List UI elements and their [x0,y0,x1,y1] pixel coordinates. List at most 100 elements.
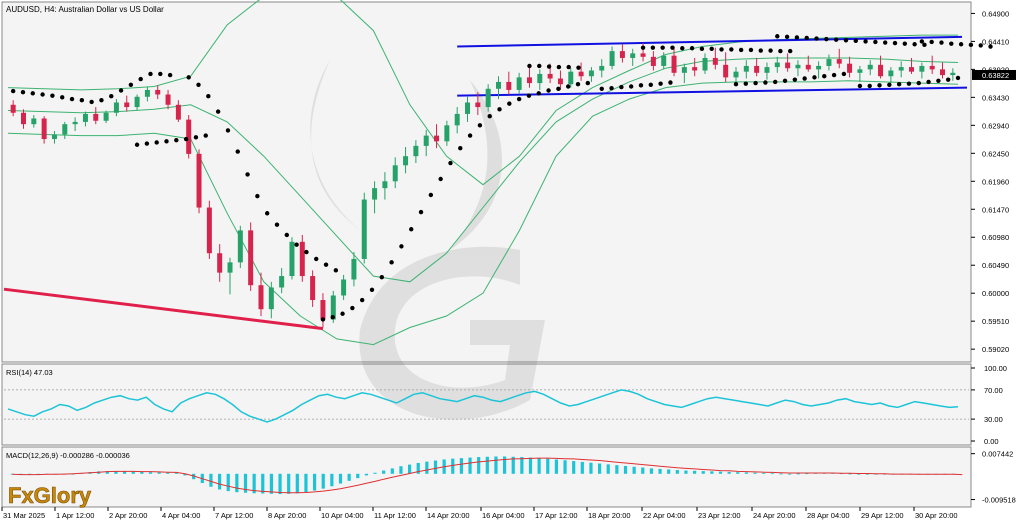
candle-body [41,118,47,140]
candle-body [392,165,398,182]
macd-histogram-bar [243,473,248,493]
sar-dot [778,48,783,54]
price-tick-label: 0.60980 [982,233,1009,242]
candle-body [795,64,801,69]
candle-body [454,113,460,126]
sar-dot [109,94,114,99]
macd-histogram-bar [226,473,230,492]
sar-dot [768,48,773,53]
sar-dot [40,92,45,97]
time-tick-label: 23 Apr 12:00 [698,511,741,520]
sar-dot [507,101,512,106]
candle-body [661,55,667,66]
parabolic-sar [10,34,993,322]
candle-body [857,69,863,73]
candle-body [506,81,512,90]
macd-histogram-bar [157,472,161,474]
candle-body [878,64,884,77]
time-tick-label: 1 Apr 12:00 [56,511,94,520]
rsi-panel [1,363,972,446]
macd-histogram-bar [770,473,774,475]
bollinger-bands [7,0,959,346]
sar-dot [264,211,270,216]
macd-histogram-bar [528,457,533,474]
candle-body [537,73,543,84]
time-tick-label: 14 Apr 20:00 [427,511,470,520]
candle-body [258,285,264,310]
macd-histogram-bar [269,473,274,494]
candle-body [805,64,811,70]
macd-histogram-bar [779,473,783,475]
macd-histogram-bar [425,461,429,474]
candle-body [919,65,925,72]
time-tick-label: 16 Apr 04:00 [482,511,525,520]
sar-dot [887,82,892,87]
candle-body [186,119,192,154]
candlesticks [10,43,956,328]
sar-dot [978,43,983,48]
time-tick-label: 11 Apr 12:00 [374,511,416,520]
sar-dot [556,64,562,70]
sar-dot [565,84,571,89]
price-tick-label: 0.64900 [982,9,1009,18]
macd-histogram-bar [261,473,265,494]
macd-histogram-bar [787,473,792,475]
candle-body [599,65,605,71]
macd-label: MACD(12,26,9) -0.000286 -0.000036 [6,451,130,460]
candle-body [248,230,254,286]
candle-body [516,77,522,90]
sar-dot [438,176,443,182]
sar-dot [428,192,434,198]
candle-body [227,262,233,273]
macd-histogram-bar [390,468,394,474]
candle-body [475,102,481,108]
macd-histogram-bar [477,457,481,474]
sar-dot [359,297,365,303]
macd-indicator: 0.007442 -0.009518 [10,450,1016,505]
bollinger-middle [7,57,959,283]
macd-histogram-bar [710,471,714,474]
candle-body [816,65,822,70]
macd-histogram-bar [796,473,800,475]
sar-dot [196,82,201,87]
candle-body [671,55,677,73]
sar-dot [99,98,104,103]
macd-histogram-bar [166,472,170,474]
macd-histogram-bar [865,473,869,475]
time-axis: 31 Mar 2025 1 Apr 12:00 2 Apr 20:00 4 Apr 0… [1,507,958,520]
sar-dot [448,160,453,166]
sar-dot [896,82,902,87]
sar-dot [926,79,931,85]
macd-histogram-bar [399,466,403,474]
candle-body [310,276,316,301]
sar-dot [164,139,169,144]
sar-dot [949,41,954,46]
candle-body [940,69,946,76]
candle-body [10,104,16,113]
macd-histogram-bar [148,472,153,474]
candle-body [113,102,119,113]
candle-body [578,71,584,77]
sar-dot [955,75,961,81]
bollinger-lower [7,80,959,346]
candle-body [640,53,646,57]
sar-dot [831,72,837,78]
macd-histogram-bar [692,470,697,474]
sar-dot [968,42,974,48]
macd-histogram-bar [701,471,705,474]
channel-lower-line [457,86,968,97]
rsi-tick-label: 70.00 [984,386,1003,395]
sar-dot [467,133,473,138]
time-tick-label: 29 Apr 12:00 [861,511,904,520]
sar-dot [929,39,934,45]
price-tick-label: 0.60490 [982,261,1009,270]
sar-dot [743,81,748,86]
sar-dot [50,93,55,98]
sar-dot [148,71,153,77]
macd-histogram-bar [632,466,636,474]
candle-body [372,188,378,200]
sar-dot [922,42,927,48]
sar-dot [138,76,143,82]
sar-dot [680,46,685,51]
